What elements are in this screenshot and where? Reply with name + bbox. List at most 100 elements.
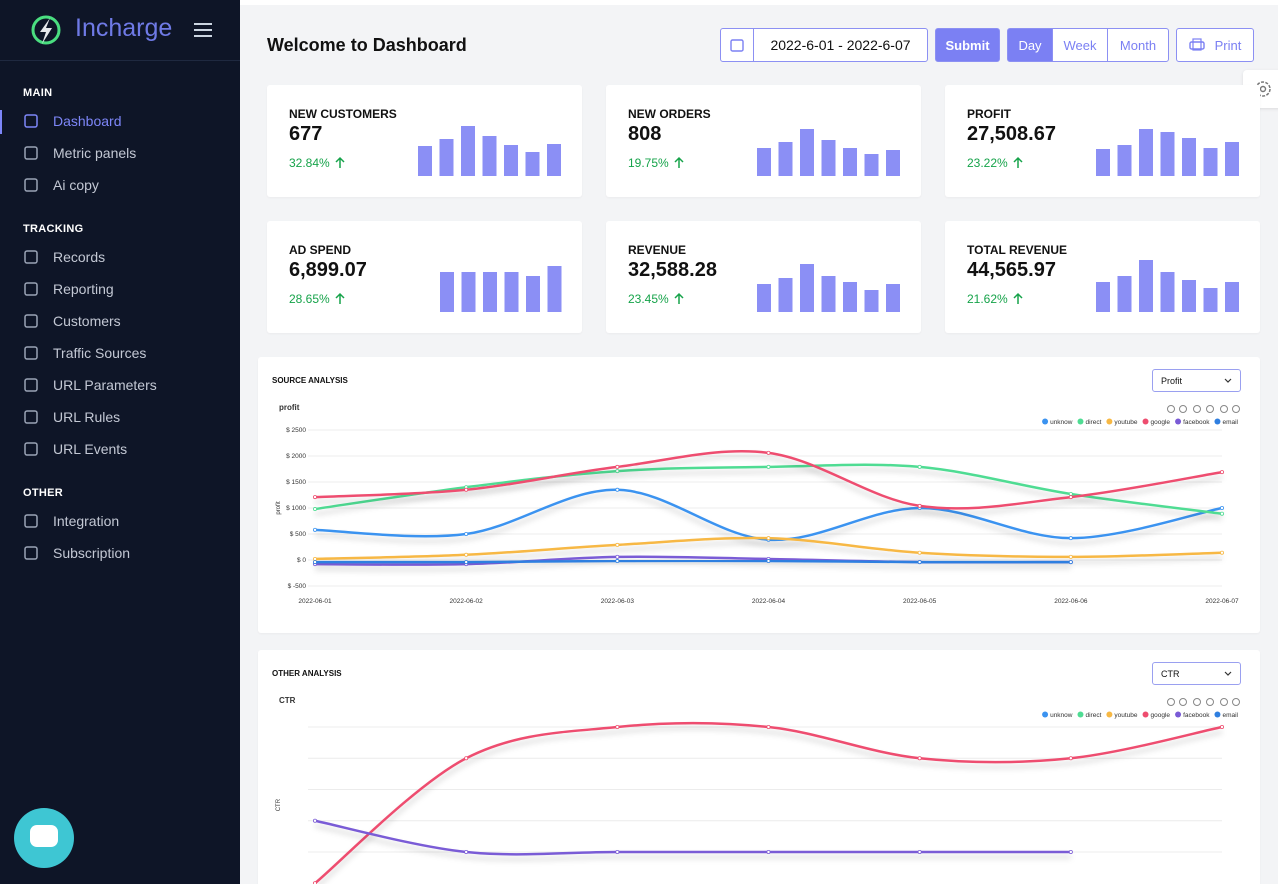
nav-icon: [24, 410, 38, 424]
series-point: [615, 849, 620, 854]
chart-card: SOURCE ANALYSIS Profit profit profit email fa…: [258, 357, 1260, 633]
submit-button[interactable]: Submit: [935, 28, 1000, 62]
stat-value: 44,565.97: [967, 259, 1056, 281]
series-point: [1220, 725, 1225, 730]
mini-bar: [547, 266, 561, 312]
nav-item[interactable]: Subscription: [53, 545, 131, 561]
nav-item[interactable]: URL Parameters: [53, 377, 157, 393]
series-point: [1220, 550, 1225, 555]
series-point: [1220, 511, 1225, 516]
chart-card: OTHER ANALYSIS CTR CTR CTR email facebook goog…: [258, 650, 1260, 884]
mini-bar: [1117, 145, 1132, 176]
series-point: [615, 487, 620, 492]
mini-chart: [757, 264, 900, 312]
period-button[interactable]: Month: [1107, 28, 1169, 62]
toolbar-icon: [1206, 405, 1214, 413]
legend-label: facebook: [1183, 712, 1210, 719]
nav-icon-shape: [24, 442, 38, 456]
x-tick-label: 2022-06-01: [298, 598, 332, 605]
nav-icon: [24, 346, 38, 360]
y-axis-title-rotated: profit: [276, 501, 282, 515]
legend-swatch: [1077, 711, 1084, 718]
nav-item[interactable]: Metric panels: [53, 145, 137, 161]
toolbar-icon: [1232, 698, 1240, 706]
series-point: [1068, 495, 1073, 500]
stat-card: AD SPEND 6,899.07 28.65%: [267, 221, 582, 333]
chart-dropdown[interactable]: Profit: [1152, 369, 1241, 392]
x-tick-label: 2022-06-04: [752, 598, 786, 605]
series-line: [314, 450, 1223, 510]
mini-bar: [547, 144, 561, 176]
nav-item[interactable]: Integration: [53, 513, 120, 529]
nav-icon-shape: [24, 146, 38, 160]
nav-item[interactable]: URL Rules: [53, 409, 121, 425]
mini-bar: [1096, 282, 1110, 312]
series-point: [313, 495, 318, 500]
legend-swatch: [1175, 418, 1182, 425]
series-point: [615, 554, 620, 559]
nav-item[interactable]: Ai copy: [53, 177, 99, 193]
stat-change: 21.62%: [967, 292, 1008, 306]
nav-icon-shape: [24, 410, 38, 424]
mini-bar: [886, 150, 900, 176]
nav-item[interactable]: URL Events: [53, 441, 128, 457]
series-point: [1068, 756, 1073, 761]
series-point: [313, 507, 318, 512]
legend-label: youtube: [1114, 419, 1138, 426]
y-tick-label: $ -500: [288, 583, 307, 590]
legend-label: google: [1151, 419, 1171, 426]
up-arrow-shape: [674, 292, 684, 304]
mini-bar: [1182, 138, 1196, 176]
legend-label: email: [1222, 419, 1238, 426]
mini-bar: [757, 148, 771, 176]
stat-value: 808: [628, 123, 662, 145]
series-point: [464, 756, 469, 761]
calendar-button[interactable]: [720, 28, 754, 62]
series-point: [766, 725, 771, 730]
mini-bar: [843, 282, 857, 312]
mini-bar: [800, 129, 814, 176]
up-arrow: [674, 156, 684, 168]
period-button[interactable]: Day: [1007, 28, 1053, 62]
series-point: [766, 450, 771, 455]
stat-value: 27,508.67: [967, 123, 1056, 145]
x-tick-label: 2022-06-02: [450, 598, 484, 605]
mini-chart: [439, 266, 561, 312]
period-button[interactable]: Week: [1052, 28, 1108, 62]
series-point: [917, 849, 922, 854]
mini-bar: [525, 276, 540, 312]
nav-item[interactable]: Reporting: [53, 281, 114, 297]
mini-bar: [843, 148, 857, 176]
mini-bar: [439, 139, 454, 176]
series-point: [1068, 554, 1073, 559]
mini-bar: [482, 272, 497, 312]
mini-bar: [886, 284, 900, 312]
mini-bar: [800, 264, 814, 312]
nav-icon-shape: [24, 114, 38, 128]
series-line: [314, 721, 1223, 884]
nav-item[interactable]: Customers: [53, 313, 121, 329]
legend-label: unknow: [1050, 419, 1073, 426]
nav-icon: [24, 314, 38, 328]
toolbar-icon: [1179, 698, 1187, 706]
print-label: Print: [1214, 37, 1242, 53]
nav-item[interactable]: Records: [53, 249, 106, 265]
legend-label: direct: [1085, 419, 1101, 426]
nav-item[interactable]: Dashboard: [53, 113, 122, 129]
series-point: [1220, 505, 1225, 510]
up-arrow: [674, 292, 684, 304]
nav-item[interactable]: Traffic Sources: [53, 345, 147, 361]
print-button[interactable]: Print: [1176, 28, 1254, 62]
mini-bar: [778, 278, 793, 312]
mini-bar: [418, 146, 432, 176]
chart-dropdown[interactable]: CTR: [1152, 662, 1241, 685]
logo-bolt: [40, 18, 52, 44]
stat-label: NEW CUSTOMERS: [289, 107, 397, 121]
calendar-shape: [730, 39, 744, 52]
series-point: [766, 849, 771, 854]
dropdown-caret: [1224, 378, 1232, 383]
mini-bar: [1139, 129, 1153, 176]
date-range[interactable]: 2022-6-01 - 2022-6-07: [753, 28, 928, 62]
mini-bar: [1203, 288, 1218, 312]
brand: Incharge: [75, 14, 173, 42]
